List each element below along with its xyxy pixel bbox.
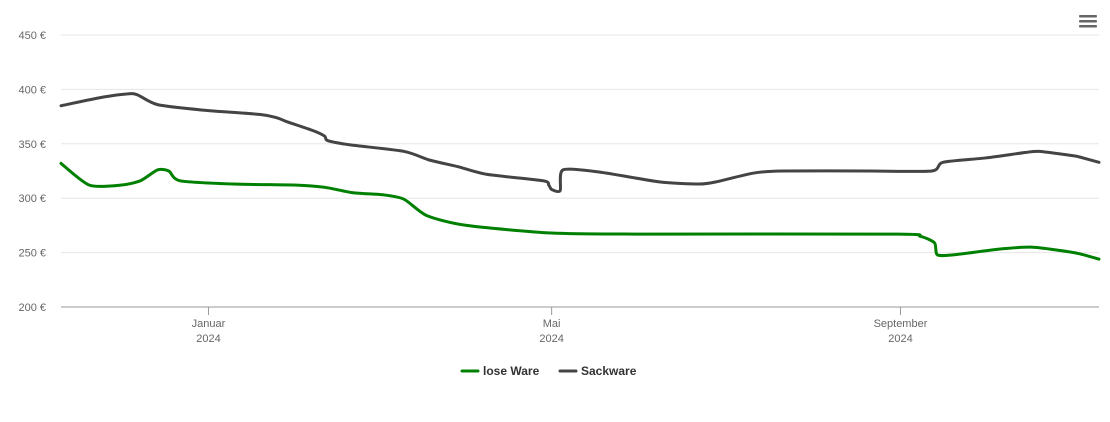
legend-label: Sackware	[581, 364, 637, 378]
x-tick-year-label: 2024	[539, 333, 563, 345]
y-tick-label: 300 €	[18, 193, 46, 205]
y-tick-label: 350 €	[18, 139, 46, 151]
y-tick-label: 400 €	[18, 84, 46, 96]
legend-item[interactable]: lose Ware	[460, 364, 540, 378]
x-tick-label: Mai	[543, 318, 561, 330]
x-tick-label: September	[874, 318, 928, 330]
x-tick-label: Januar	[192, 318, 226, 330]
legend-item[interactable]: Sackware	[558, 364, 637, 378]
legend[interactable]: lose Ware Sackware	[460, 364, 637, 378]
y-axis: 200 € 250 € 300 € 350 € 400 € 450 €	[18, 30, 46, 314]
grid-lines	[61, 34, 1099, 254]
legend-label: lose Ware	[483, 364, 540, 378]
x-tick-year-label: 2024	[196, 333, 220, 345]
chart-menu-button[interactable]	[1076, 10, 1100, 32]
series-lines	[59, 92, 1101, 261]
x-axis: Januar 2024 Mai 2024 September 2024	[61, 306, 1099, 345]
y-tick-label: 250 €	[18, 248, 46, 260]
y-tick-label: 200 €	[18, 302, 46, 314]
hamburger-menu-icon[interactable]	[1076, 10, 1100, 32]
series-line-1	[59, 92, 1101, 193]
series-line-0	[59, 161, 1101, 261]
y-tick-label: 450 €	[18, 30, 46, 42]
x-tick-year-label: 2024	[888, 333, 912, 345]
